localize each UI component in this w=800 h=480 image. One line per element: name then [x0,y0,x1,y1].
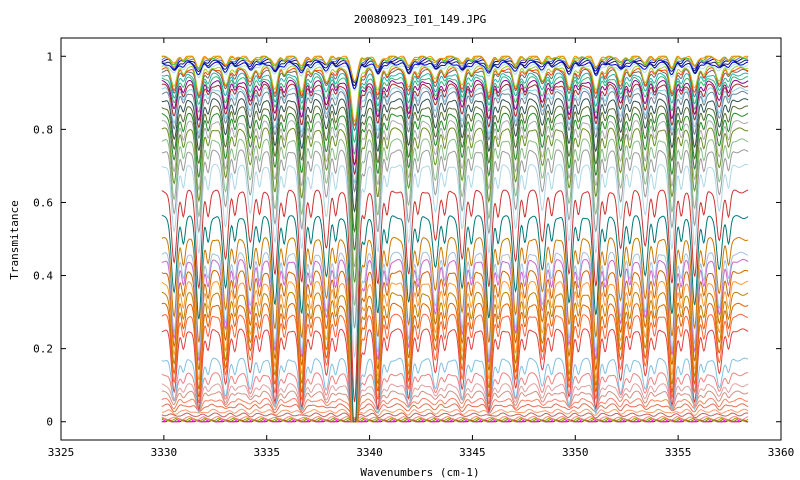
series-line [161,63,749,92]
series-layer [161,55,749,423]
x-tick-label: 3330 [151,446,178,459]
series-line [161,163,749,358]
series-line [161,313,749,423]
series-line [161,328,749,423]
series-line [161,79,749,166]
series-line [161,68,749,132]
series-line [161,55,749,83]
series-line [161,215,749,423]
x-tick-label: 3340 [356,446,383,459]
x-tick-label: 3325 [48,446,75,459]
chart-title: 20080923_I01_149.JPG [354,13,486,26]
series-line [161,87,749,184]
series-line [161,127,749,283]
series-line [161,105,749,234]
x-tick-label: 3345 [459,446,486,459]
series-line [161,412,749,421]
ticks-layer: 3325 3330 3335 3340 3345 3350 3355 3360 0 0.2 0.4 0… [33,38,794,459]
series-line [161,372,749,423]
series-line [161,397,749,423]
series-line [161,251,749,423]
series-line [161,258,749,423]
y-tick-label: 0.4 [33,270,53,283]
series-line [161,403,749,419]
series-line [161,383,749,423]
series-line [161,138,749,306]
series-line [161,302,749,423]
series-line [161,408,749,419]
series-line [161,416,749,423]
x-tick-label: 3335 [253,446,280,459]
series-line [161,236,749,423]
series-line [161,189,749,402]
y-tick-label: 0.2 [33,343,53,356]
series-line [161,269,749,423]
series-line [161,149,749,329]
x-axis-title: Wavenumbers (cm-1) [360,466,479,479]
x-tick-label: 3355 [665,446,692,459]
series-line [161,390,749,423]
y-tick-label: 0.6 [33,196,53,209]
series-line [161,76,749,155]
y-axis-title: Transmitance [8,200,21,279]
series-line [161,112,749,251]
series-line [161,120,749,268]
x-tick-label: 3360 [768,446,795,459]
y-tick-label: 0 [46,416,53,429]
series-line [161,72,749,143]
x-tick-label: 3350 [562,446,589,459]
series-line [161,98,749,213]
series-line [161,65,749,123]
series-line [161,357,749,423]
series-line [161,83,749,176]
series-line [161,90,749,193]
series-line [161,280,749,423]
y-tick-label: 1 [46,50,53,63]
y-tick-label: 0.8 [33,123,53,136]
series-line [161,417,749,423]
series-line [161,291,749,423]
